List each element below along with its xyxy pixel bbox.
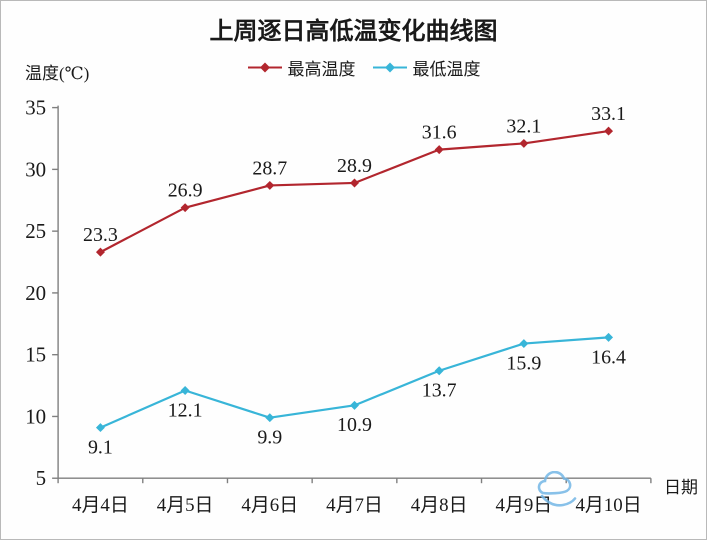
data-point-marker [604,332,614,342]
y-tick-labels: 5 10 15 20 25 30 35 [25,96,46,491]
data-point-marker [265,413,275,423]
legend-label-high: 最高温度 [287,60,356,79]
data-label: 31.6 [422,122,457,144]
data-labels-1: 9.1 12.1 9.9 10.9 13.7 15.9 16.4 [88,346,626,458]
data-point-marker [265,180,275,190]
y-tick-label: 20 [25,281,46,305]
y-tick-label: 5 [36,466,46,490]
y-tick-label: 15 [25,343,46,367]
data-point-marker [95,247,105,257]
data-point-marker [180,203,190,213]
data-label: 13.7 [422,380,457,402]
data-label: 9.1 [88,436,113,458]
data-label: 26.9 [168,180,203,202]
data-label: 12.1 [168,399,203,421]
data-point-marker [519,339,529,349]
data-label: 16.4 [591,346,626,368]
x-tick-label: 4月5日 [157,495,214,516]
data-point-marker [350,400,359,410]
data-point-marker [604,126,614,136]
low-series-line-marker-icon [372,62,407,73]
series-1 [95,332,614,433]
data-point-marker [95,423,105,433]
x-tick-labels: 4月4日 4月5日 4月6日 4月7日 4月8日 4月9日 4月10日 [72,495,642,516]
data-point-marker [434,366,444,376]
data-label: 33.1 [591,103,626,125]
x-tick-label: 4月8日 [411,495,468,516]
x-tick-label: 4月10日 [575,495,641,516]
axes [52,105,652,484]
cloud-icon [537,471,577,507]
y-tick-label: 35 [25,96,46,120]
data-label: 10.9 [337,414,372,436]
x-axis-title: 日期 [664,478,698,497]
data-labels-0: 23.3 26.9 28.7 28.9 31.6 32.1 33.1 [83,103,626,246]
data-label: 28.7 [252,157,287,179]
legend-label-low: 最低温度 [412,60,481,79]
chart-title: 上周逐日高低温变化曲线图 [209,18,498,45]
data-label: 9.9 [257,427,282,449]
legend: 最高温度 最低温度 [1,55,706,80]
y-tick-label: 25 [25,219,46,243]
high-series-line-marker-icon [247,62,282,73]
legend-item-low: 最低温度 [372,55,481,80]
x-tick-label: 4月7日 [326,495,383,516]
data-label: 23.3 [83,224,118,246]
x-tick-label: 4月9日 [495,495,552,516]
y-axis-title: 温度(℃) [25,64,90,83]
legend-item-high: 最高温度 [247,55,356,80]
data-label: 28.9 [337,155,372,177]
x-tick-label: 4月6日 [241,495,298,516]
data-point-marker [180,386,190,395]
y-tick-label: 30 [25,157,46,181]
series-0 [95,126,614,257]
data-point-marker [434,145,444,155]
data-label: 32.1 [506,115,541,137]
data-label: 15.9 [506,352,541,374]
data-point-marker [350,178,359,188]
y-tick-label: 10 [25,404,46,428]
x-tick-label: 4月4日 [72,495,129,516]
data-point-marker [519,138,529,148]
